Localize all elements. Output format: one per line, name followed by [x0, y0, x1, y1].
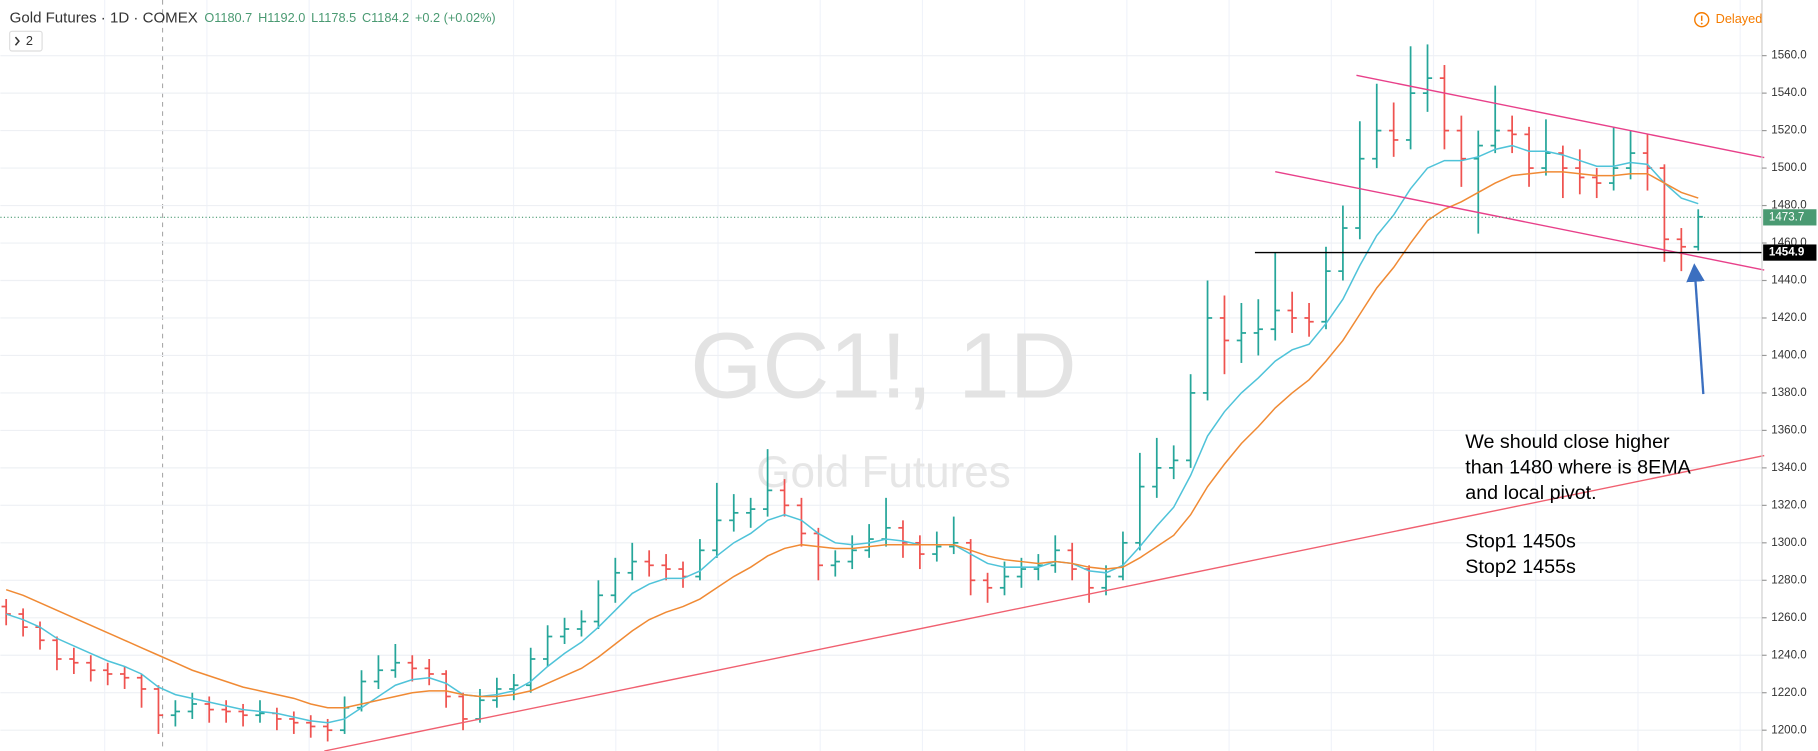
- annotation-line: Stop1 1450s: [1465, 531, 1576, 553]
- grid: [0, 0, 1762, 751]
- annotation-line: than 1480 where is 8EMA: [1465, 456, 1691, 478]
- header: Gold Futures · 1D · COMEX O1180.7 H1192.0…: [9, 10, 1763, 52]
- y-tick-label: 1420.0: [1771, 312, 1806, 324]
- y-tick-label: 1240.0: [1771, 649, 1806, 661]
- y-tick-label: 1540.0: [1771, 87, 1806, 99]
- indicator-toggle[interactable]: [9, 30, 43, 52]
- price-tag-label: 1454.9: [1769, 247, 1805, 259]
- y-tick-label: 1300.0: [1771, 537, 1806, 549]
- ohlc-value: O1180.7: [204, 10, 252, 25]
- y-tick-label: 1500.0: [1771, 162, 1806, 174]
- annotation-line: and local pivot.: [1465, 482, 1596, 504]
- y-tick-label: 1560.0: [1771, 50, 1806, 62]
- plot: [0, 44, 1765, 751]
- annotation: We should close higher than 1480 where is…: [1465, 431, 1691, 578]
- price-axis: 1200.0 1220.0 1240.0 1260.0 1280.0 1300.0 1320…: [1761, 50, 1817, 736]
- arrow: [1686, 263, 1705, 395]
- trend-line: [1275, 170, 1765, 271]
- y-tick-label: 1440.0: [1771, 275, 1806, 287]
- watermark-name: Gold Futures: [756, 448, 1011, 497]
- y-tick-label: 1400.0: [1771, 350, 1806, 362]
- y-tick-label: 1320.0: [1771, 499, 1806, 511]
- ema-line: [5, 171, 1699, 709]
- price-tag: [1763, 244, 1817, 261]
- y-tick-label: 1220.0: [1771, 687, 1806, 699]
- ohlc-value: L1178.5: [311, 10, 356, 25]
- ohlc-value: +0.2 (+0.02%): [415, 10, 496, 25]
- watermark: GC1!, 1D Gold Futures: [690, 314, 1076, 497]
- y-tick-label: 1480.0: [1771, 200, 1806, 212]
- last-price-tag: [1763, 209, 1817, 226]
- trend-line: [324, 454, 1765, 751]
- y-tick-label: 1280.0: [1771, 574, 1806, 586]
- y-tick-label: 1380.0: [1771, 387, 1806, 399]
- watermark-symbol: GC1!, 1D: [690, 314, 1076, 418]
- annotation-line: We should close higher: [1465, 431, 1670, 453]
- y-tick-label: 1520.0: [1771, 125, 1806, 137]
- last-price-label: 1473.7: [1769, 211, 1804, 223]
- trend-line: [1356, 74, 1765, 159]
- symbol-title: Gold Futures · 1D · COMEX: [10, 10, 198, 27]
- indicator-count: 2: [26, 33, 33, 48]
- status: Delayed: [1716, 11, 1763, 26]
- y-tick-label: 1260.0: [1771, 612, 1806, 624]
- ema-line: [5, 144, 1699, 724]
- annotation-line: Stop2 1455s: [1465, 556, 1576, 578]
- y-tick-label: 1340.0: [1771, 462, 1806, 474]
- y-tick-label: 1200.0: [1771, 724, 1806, 736]
- chevron-icon: [14, 36, 20, 46]
- status-icon: [1694, 12, 1710, 28]
- y-tick-label: 1360.0: [1771, 424, 1806, 436]
- status-icon-dot: [1700, 22, 1703, 25]
- ohlc-value: C1184.2: [362, 10, 409, 25]
- ohlc-legend: O1180.7 H1192.0 L1178.5 C1184.2 +0.2 (+0.02%…: [204, 10, 495, 25]
- ohlc-value: H1192.0: [258, 10, 305, 25]
